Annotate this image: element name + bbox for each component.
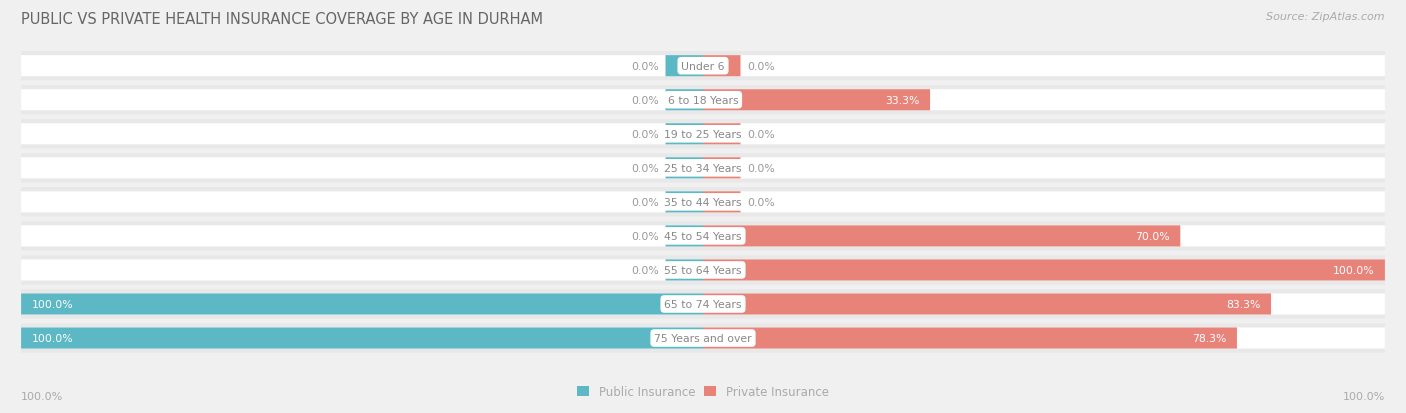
FancyBboxPatch shape xyxy=(665,158,703,179)
FancyBboxPatch shape xyxy=(21,294,1385,315)
FancyBboxPatch shape xyxy=(703,158,741,179)
FancyBboxPatch shape xyxy=(703,328,1237,349)
Text: 55 to 64 Years: 55 to 64 Years xyxy=(664,265,742,275)
Text: 75 Years and over: 75 Years and over xyxy=(654,333,752,343)
FancyBboxPatch shape xyxy=(21,328,703,349)
Text: 100.0%: 100.0% xyxy=(1333,265,1375,275)
FancyBboxPatch shape xyxy=(21,86,1385,115)
Text: PUBLIC VS PRIVATE HEALTH INSURANCE COVERAGE BY AGE IN DURHAM: PUBLIC VS PRIVATE HEALTH INSURANCE COVER… xyxy=(21,12,543,27)
Text: 0.0%: 0.0% xyxy=(748,164,775,173)
FancyBboxPatch shape xyxy=(21,226,1385,247)
Text: 0.0%: 0.0% xyxy=(631,197,658,207)
FancyBboxPatch shape xyxy=(665,124,703,145)
Text: Source: ZipAtlas.com: Source: ZipAtlas.com xyxy=(1267,12,1385,22)
FancyBboxPatch shape xyxy=(21,290,1385,319)
FancyBboxPatch shape xyxy=(703,56,741,77)
FancyBboxPatch shape xyxy=(21,124,1385,145)
Text: 0.0%: 0.0% xyxy=(748,62,775,71)
Text: 0.0%: 0.0% xyxy=(631,164,658,173)
FancyBboxPatch shape xyxy=(21,324,1385,353)
FancyBboxPatch shape xyxy=(21,260,1385,281)
FancyBboxPatch shape xyxy=(665,226,703,247)
FancyBboxPatch shape xyxy=(21,328,1385,349)
FancyBboxPatch shape xyxy=(21,188,1385,217)
FancyBboxPatch shape xyxy=(665,56,703,77)
FancyBboxPatch shape xyxy=(21,56,1385,77)
Text: 70.0%: 70.0% xyxy=(1136,231,1170,241)
FancyBboxPatch shape xyxy=(21,222,1385,251)
FancyBboxPatch shape xyxy=(703,294,1271,315)
FancyBboxPatch shape xyxy=(21,52,1385,81)
Text: 0.0%: 0.0% xyxy=(631,129,658,140)
Text: 25 to 34 Years: 25 to 34 Years xyxy=(664,164,742,173)
Text: 100.0%: 100.0% xyxy=(21,391,63,401)
Text: 100.0%: 100.0% xyxy=(31,333,73,343)
Text: 0.0%: 0.0% xyxy=(631,265,658,275)
Text: 19 to 25 Years: 19 to 25 Years xyxy=(664,129,742,140)
Text: Under 6: Under 6 xyxy=(682,62,724,71)
Text: 33.3%: 33.3% xyxy=(886,95,920,105)
Text: 78.3%: 78.3% xyxy=(1192,333,1226,343)
Text: 65 to 74 Years: 65 to 74 Years xyxy=(664,299,742,309)
Text: 100.0%: 100.0% xyxy=(1343,391,1385,401)
Text: 0.0%: 0.0% xyxy=(748,129,775,140)
Text: 83.3%: 83.3% xyxy=(1226,299,1261,309)
Text: 35 to 44 Years: 35 to 44 Years xyxy=(664,197,742,207)
FancyBboxPatch shape xyxy=(703,124,741,145)
Text: 6 to 18 Years: 6 to 18 Years xyxy=(668,95,738,105)
Text: 0.0%: 0.0% xyxy=(631,231,658,241)
FancyBboxPatch shape xyxy=(21,158,1385,179)
FancyBboxPatch shape xyxy=(21,120,1385,149)
Text: 100.0%: 100.0% xyxy=(31,299,73,309)
FancyBboxPatch shape xyxy=(665,192,703,213)
Text: 0.0%: 0.0% xyxy=(631,62,658,71)
FancyBboxPatch shape xyxy=(665,90,703,111)
Text: 0.0%: 0.0% xyxy=(748,197,775,207)
FancyBboxPatch shape xyxy=(665,260,703,281)
FancyBboxPatch shape xyxy=(703,260,1385,281)
FancyBboxPatch shape xyxy=(21,294,703,315)
FancyBboxPatch shape xyxy=(21,154,1385,183)
Text: 0.0%: 0.0% xyxy=(631,95,658,105)
FancyBboxPatch shape xyxy=(21,192,1385,213)
FancyBboxPatch shape xyxy=(21,90,1385,111)
FancyBboxPatch shape xyxy=(703,192,741,213)
Text: 45 to 54 Years: 45 to 54 Years xyxy=(664,231,742,241)
FancyBboxPatch shape xyxy=(21,256,1385,285)
FancyBboxPatch shape xyxy=(703,226,1181,247)
FancyBboxPatch shape xyxy=(703,90,931,111)
Legend: Public Insurance, Private Insurance: Public Insurance, Private Insurance xyxy=(578,385,828,398)
